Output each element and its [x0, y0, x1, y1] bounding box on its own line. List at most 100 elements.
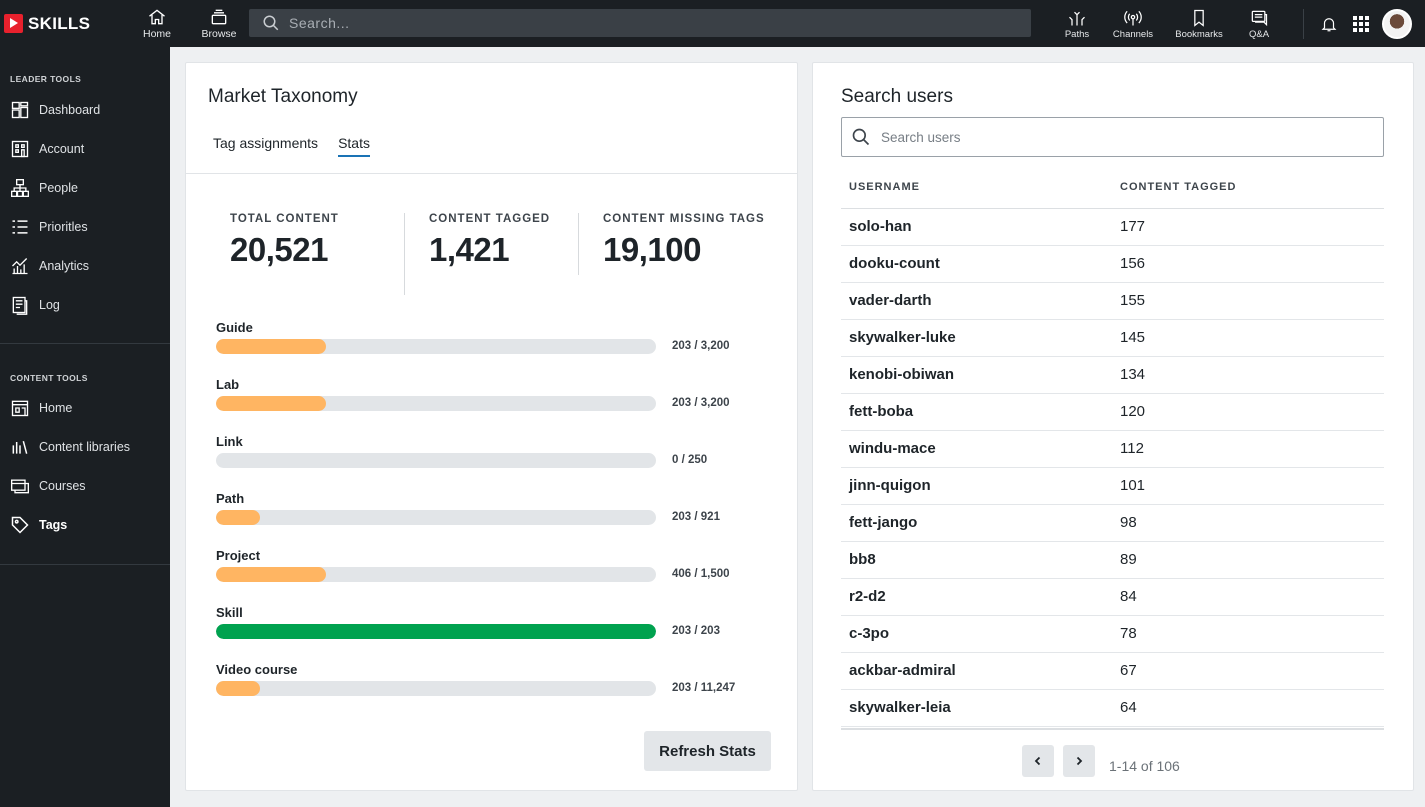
progress-label: Link — [216, 434, 243, 449]
user-avatar[interactable] — [1382, 8, 1412, 39]
sidebar: LEADER TOOLS Dashboard Account People Pr… — [0, 47, 170, 807]
table-row[interactable]: vader-darth 155 — [841, 283, 1384, 320]
global-search-bar[interactable] — [249, 9, 1031, 37]
username-cell: skywalker-leia — [849, 699, 951, 716]
progress-row: Path 203 / 921 — [216, 491, 756, 531]
sidebar-label-dashboard: Dashboard — [39, 102, 101, 117]
table-row[interactable]: r2-d2 84 — [841, 579, 1384, 616]
progress-fill — [216, 567, 326, 582]
table-row[interactable]: bb8 89 — [841, 542, 1384, 579]
nav-qa-label: Q&A — [1248, 28, 1270, 40]
progress-row: Link 0 / 250 — [216, 434, 756, 474]
sidebar-item-content-libraries[interactable]: Content libraries — [0, 427, 170, 466]
stat-content-tagged: CONTENT TAGGED 1,421 — [429, 213, 550, 269]
sidebar-item-log[interactable]: Log — [0, 285, 170, 324]
column-header-username[interactable]: USERNAME — [849, 181, 920, 193]
table-row[interactable]: solo-han 177 — [841, 209, 1384, 246]
sidebar-item-content-home[interactable]: Home — [0, 388, 170, 427]
content-tagged-cell: 156 — [1120, 255, 1146, 272]
global-search-input[interactable] — [289, 15, 989, 31]
nav-bookmarks-button[interactable]: Bookmarks — [1163, 0, 1235, 47]
progress-label: Project — [216, 548, 261, 563]
username-cell: solo-han — [849, 218, 912, 235]
progress-track — [216, 624, 656, 639]
sidebar-item-analytics[interactable]: Analytics — [0, 246, 170, 285]
table-row[interactable]: fett-boba 120 — [841, 394, 1384, 431]
column-header-content-tagged[interactable]: CONTENT TAGGED — [1120, 181, 1237, 193]
card-divider — [186, 173, 797, 174]
sidebar-item-priorities[interactable]: Prioritles — [0, 207, 170, 246]
nav-channels-button[interactable]: Channels — [1105, 0, 1161, 47]
table-row[interactable]: c-3po 78 — [841, 616, 1384, 653]
table-row[interactable]: dooku-count 156 — [841, 246, 1384, 283]
sidebar-label-analytics: Analytics — [39, 258, 90, 273]
chevron-left-icon — [1034, 756, 1041, 766]
username-cell: jinn-quigon — [849, 477, 931, 494]
leader-tools-title: LEADER TOOLS — [10, 74, 82, 84]
progress-ratio: 203 / 3,200 — [672, 340, 730, 352]
table-row[interactable]: ackbar-admiral 67 — [841, 653, 1384, 690]
progress-label: Path — [216, 491, 245, 506]
sidebar-item-tags[interactable]: Tags — [0, 505, 170, 544]
stat-label: CONTENT TAGGED — [429, 213, 551, 225]
chevron-right-icon — [1076, 756, 1083, 766]
nav-browse-label: Browse — [201, 28, 237, 40]
top-nav-divider — [1303, 8, 1304, 39]
table-row[interactable]: windu-mace 112 — [841, 431, 1384, 468]
progress-fill — [216, 396, 326, 411]
progress-fill — [216, 510, 260, 525]
sidebar-item-people[interactable]: People — [0, 168, 170, 207]
stat-label: TOTAL CONTENT — [230, 213, 339, 225]
sidebar-label-account: Account — [39, 141, 85, 156]
user-search-box[interactable] — [841, 117, 1384, 157]
content-tagged-cell: 134 — [1120, 366, 1146, 383]
table-row[interactable]: kenobi-obiwan 134 — [841, 357, 1384, 394]
content-tagged-cell: 84 — [1120, 588, 1137, 605]
refresh-stats-button[interactable]: Refresh Stats — [644, 731, 771, 771]
nav-qa-button[interactable]: Q&A — [1235, 0, 1283, 47]
library-icon — [12, 440, 28, 454]
bell-icon[interactable] — [1320, 15, 1338, 33]
app-logo[interactable]: SKILLS — [4, 14, 122, 34]
sidebar-item-dashboard[interactable]: Dashboard — [0, 90, 170, 129]
nav-bookmarks-label: Bookmarks — [1175, 28, 1223, 40]
sidebar-item-account[interactable]: Account — [0, 129, 170, 168]
paths-icon — [1069, 11, 1085, 25]
sidebar-label-content-libraries: Content libraries — [39, 439, 131, 454]
stat-label: CONTENT MISSING TAGS — [603, 213, 765, 225]
apps-grid-icon[interactable] — [1352, 15, 1370, 33]
table-bottom-border — [841, 728, 1384, 730]
list-icon — [12, 219, 28, 234]
tab-stats[interactable]: Stats — [338, 135, 370, 157]
nav-paths-label: Paths — [1064, 28, 1090, 40]
market-taxonomy-card: Market Taxonomy Tag assignments Stats TO… — [185, 62, 798, 791]
previous-page-button[interactable] — [1022, 745, 1054, 777]
progress-row: Lab 203 / 3,200 — [216, 377, 756, 417]
stat-content-missing-tags: CONTENT MISSING TAGS 19,100 — [603, 213, 765, 269]
stat-total-content: TOTAL CONTENT 20,521 — [230, 213, 339, 269]
home-icon — [149, 9, 165, 25]
table-row[interactable]: fett-jango 98 — [841, 505, 1384, 542]
username-cell: dooku-count — [849, 255, 940, 272]
sidebar-item-courses[interactable]: Courses — [0, 466, 170, 505]
table-row[interactable]: jinn-quigon 101 — [841, 468, 1384, 505]
progress-label: Skill — [216, 605, 243, 620]
progress-ratio: 406 / 1,500 — [672, 568, 730, 580]
username-cell: r2-d2 — [849, 588, 886, 605]
table-row[interactable]: skywalker-leia 64 — [841, 690, 1384, 727]
username-cell: skywalker-luke — [849, 329, 956, 346]
progress-ratio: 203 / 203 — [672, 625, 720, 637]
content-tagged-cell: 64 — [1120, 699, 1137, 716]
tab-tag-assignments[interactable]: Tag assignments — [213, 135, 319, 151]
nav-browse-button[interactable]: Browse — [192, 0, 246, 47]
user-search-input[interactable] — [881, 129, 1361, 145]
nav-home-button[interactable]: Home — [130, 0, 184, 47]
progress-row: Skill 203 / 203 — [216, 605, 756, 645]
sidebar-label-tags: Tags — [39, 517, 68, 532]
table-row[interactable]: skywalker-luke 145 — [841, 320, 1384, 357]
username-cell: bb8 — [849, 551, 876, 568]
progress-label: Guide — [216, 320, 253, 335]
nav-paths-button[interactable]: Paths — [1049, 0, 1105, 47]
content-tagged-cell: 177 — [1120, 218, 1146, 235]
next-page-button[interactable] — [1063, 745, 1095, 777]
